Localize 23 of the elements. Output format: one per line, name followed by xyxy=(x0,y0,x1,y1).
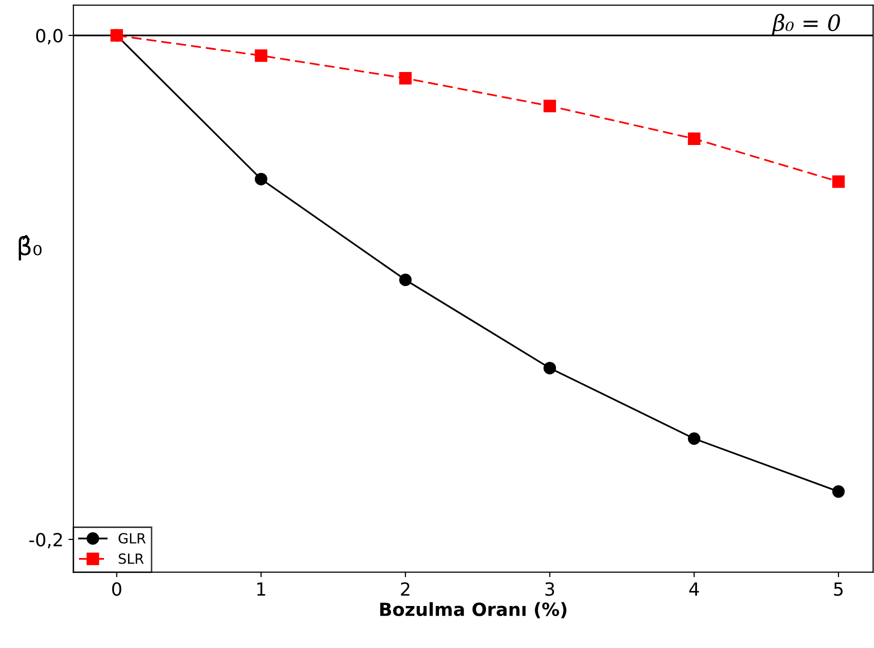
point xyxy=(544,362,556,374)
point xyxy=(399,274,412,286)
x-tick-label: 3 xyxy=(545,582,554,596)
point xyxy=(399,72,412,85)
y-tick-label: 0,0 xyxy=(36,28,62,44)
point xyxy=(832,485,845,498)
x-tick-label: 2 xyxy=(401,582,410,596)
x-tick-label: 1 xyxy=(257,582,266,596)
x-axis-title: Bozulma Oranı (%) xyxy=(380,602,566,618)
y-tick-label: -0,2 xyxy=(29,532,62,548)
x-tick-label: 5 xyxy=(834,582,843,596)
ref-line-label: β₀ = 0 xyxy=(772,14,840,36)
point xyxy=(544,100,556,112)
legend-label: SLR xyxy=(118,553,144,564)
point xyxy=(688,432,700,445)
legend-label: GLR xyxy=(118,533,146,544)
point xyxy=(832,175,845,188)
point xyxy=(254,49,268,62)
x-tick-label: 4 xyxy=(689,582,699,596)
y-axis-title: β̂₀ xyxy=(18,235,42,260)
point xyxy=(688,132,700,145)
point xyxy=(254,172,268,186)
x-tick-label: 0 xyxy=(112,582,122,596)
